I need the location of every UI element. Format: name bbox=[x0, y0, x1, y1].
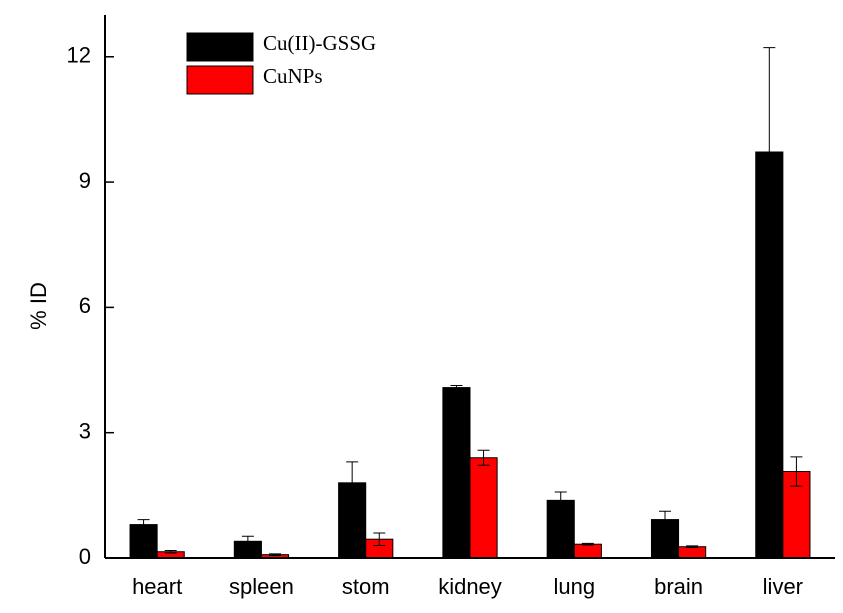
x-tick-label: brain bbox=[654, 574, 703, 599]
x-tick-label: kidney bbox=[438, 574, 502, 599]
error-bar bbox=[373, 532, 386, 546]
x-tick-label: liver bbox=[763, 574, 803, 599]
x-tick-label: lung bbox=[553, 574, 595, 599]
error-bar bbox=[268, 553, 281, 556]
y-tick-label: 12 bbox=[67, 43, 91, 68]
error-bar bbox=[450, 384, 463, 391]
bar bbox=[546, 499, 575, 559]
legend-label: Cu(II)-GSSG bbox=[263, 31, 376, 55]
legend-swatch bbox=[186, 32, 254, 62]
y-tick-label: 0 bbox=[79, 544, 91, 569]
legend-swatch bbox=[186, 65, 254, 95]
error-bar bbox=[790, 456, 803, 487]
x-tick-label: spleen bbox=[229, 574, 294, 599]
error-bar bbox=[686, 545, 699, 549]
error-bar bbox=[241, 535, 254, 547]
error-bar bbox=[137, 519, 150, 531]
error-bar bbox=[477, 449, 490, 466]
error-bar bbox=[554, 491, 567, 510]
error-bar bbox=[763, 47, 776, 257]
y-tick-label: 6 bbox=[79, 293, 91, 318]
error-bar bbox=[581, 542, 594, 546]
x-tick-label: stom bbox=[342, 574, 390, 599]
bar bbox=[573, 543, 602, 559]
y-tick-label: 9 bbox=[79, 168, 91, 193]
x-tick-label: heart bbox=[132, 574, 182, 599]
bar bbox=[129, 524, 158, 559]
error-bar bbox=[164, 549, 177, 554]
bar bbox=[442, 387, 471, 559]
error-bar bbox=[659, 510, 672, 529]
y-axis-label: % ID bbox=[26, 282, 51, 330]
legend-label: CuNPs bbox=[263, 64, 323, 88]
error-bar bbox=[346, 461, 359, 505]
bar bbox=[469, 457, 498, 559]
y-tick-label: 3 bbox=[79, 419, 91, 444]
bar bbox=[678, 546, 707, 559]
